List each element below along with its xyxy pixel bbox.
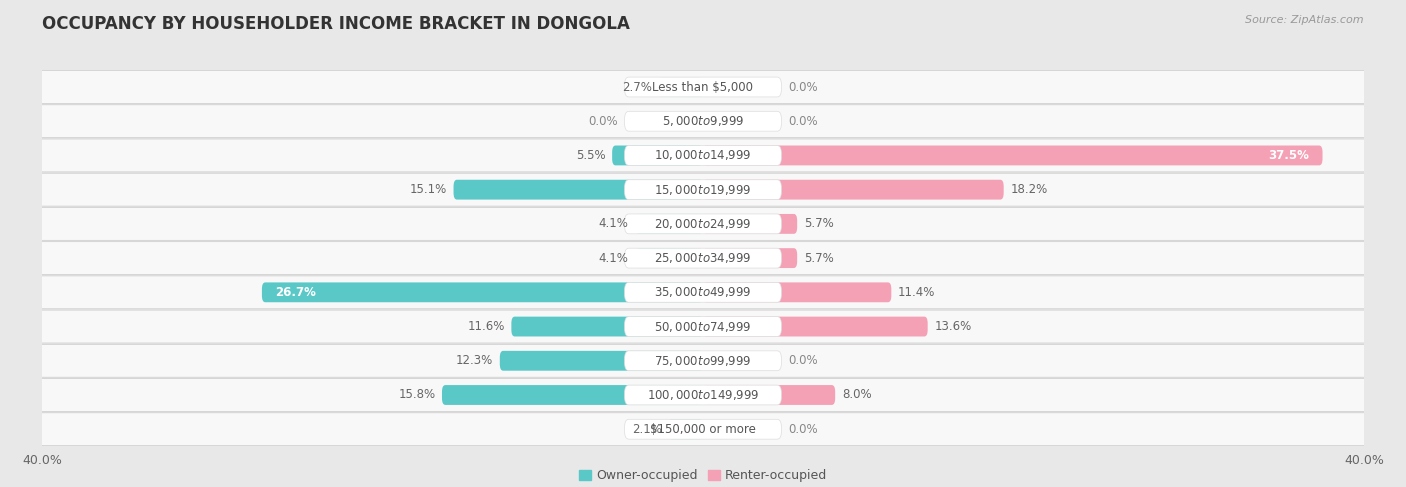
Text: $75,000 to $99,999: $75,000 to $99,999 (654, 354, 752, 368)
Text: 2.1%: 2.1% (631, 423, 662, 436)
Legend: Owner-occupied, Renter-occupied: Owner-occupied, Renter-occupied (574, 465, 832, 487)
FancyBboxPatch shape (34, 139, 1372, 172)
FancyBboxPatch shape (624, 385, 782, 405)
Text: 12.3%: 12.3% (456, 354, 494, 367)
FancyBboxPatch shape (636, 214, 703, 234)
FancyBboxPatch shape (624, 248, 782, 268)
Text: $50,000 to $74,999: $50,000 to $74,999 (654, 319, 752, 334)
FancyBboxPatch shape (34, 207, 1372, 240)
FancyBboxPatch shape (624, 146, 782, 166)
Text: $5,000 to $9,999: $5,000 to $9,999 (662, 114, 744, 128)
FancyBboxPatch shape (703, 180, 1004, 200)
Text: 8.0%: 8.0% (842, 389, 872, 401)
FancyBboxPatch shape (703, 146, 1323, 166)
FancyBboxPatch shape (441, 385, 703, 405)
FancyBboxPatch shape (703, 248, 797, 268)
FancyBboxPatch shape (512, 317, 703, 337)
FancyBboxPatch shape (703, 214, 797, 234)
FancyBboxPatch shape (499, 351, 703, 371)
Text: 4.1%: 4.1% (599, 217, 628, 230)
Text: 0.0%: 0.0% (789, 115, 818, 128)
FancyBboxPatch shape (262, 282, 703, 302)
FancyBboxPatch shape (34, 378, 1372, 412)
FancyBboxPatch shape (624, 317, 782, 337)
Text: 11.6%: 11.6% (467, 320, 505, 333)
Text: 11.4%: 11.4% (898, 286, 935, 299)
FancyBboxPatch shape (34, 105, 1372, 138)
FancyBboxPatch shape (624, 112, 782, 131)
FancyBboxPatch shape (34, 173, 1372, 206)
Text: OCCUPANCY BY HOUSEHOLDER INCOME BRACKET IN DONGOLA: OCCUPANCY BY HOUSEHOLDER INCOME BRACKET … (42, 15, 630, 33)
Text: $20,000 to $24,999: $20,000 to $24,999 (654, 217, 752, 231)
FancyBboxPatch shape (612, 146, 703, 166)
Text: Less than $5,000: Less than $5,000 (652, 80, 754, 94)
FancyBboxPatch shape (624, 214, 782, 234)
Text: 5.7%: 5.7% (804, 217, 834, 230)
FancyBboxPatch shape (34, 413, 1372, 446)
Text: $25,000 to $34,999: $25,000 to $34,999 (654, 251, 752, 265)
Text: 5.7%: 5.7% (804, 252, 834, 264)
FancyBboxPatch shape (34, 310, 1372, 343)
Text: 15.1%: 15.1% (409, 183, 447, 196)
FancyBboxPatch shape (703, 385, 835, 405)
FancyBboxPatch shape (454, 180, 703, 200)
Text: 13.6%: 13.6% (934, 320, 972, 333)
FancyBboxPatch shape (624, 419, 782, 439)
FancyBboxPatch shape (34, 344, 1372, 377)
FancyBboxPatch shape (703, 317, 928, 337)
FancyBboxPatch shape (624, 351, 782, 371)
Text: $150,000 or more: $150,000 or more (650, 423, 756, 436)
FancyBboxPatch shape (624, 180, 782, 200)
Text: Source: ZipAtlas.com: Source: ZipAtlas.com (1246, 15, 1364, 25)
Text: 2.7%: 2.7% (621, 80, 652, 94)
Text: 4.1%: 4.1% (599, 252, 628, 264)
FancyBboxPatch shape (703, 282, 891, 302)
Text: 37.5%: 37.5% (1268, 149, 1309, 162)
FancyBboxPatch shape (636, 248, 703, 268)
Text: $15,000 to $19,999: $15,000 to $19,999 (654, 183, 752, 197)
FancyBboxPatch shape (34, 242, 1372, 275)
FancyBboxPatch shape (34, 71, 1372, 103)
Text: 26.7%: 26.7% (276, 286, 316, 299)
FancyBboxPatch shape (34, 276, 1372, 309)
Text: 18.2%: 18.2% (1011, 183, 1047, 196)
FancyBboxPatch shape (668, 419, 703, 439)
Text: $10,000 to $14,999: $10,000 to $14,999 (654, 149, 752, 163)
Text: $35,000 to $49,999: $35,000 to $49,999 (654, 285, 752, 300)
Text: 15.8%: 15.8% (398, 389, 436, 401)
Text: $100,000 to $149,999: $100,000 to $149,999 (647, 388, 759, 402)
Text: 5.5%: 5.5% (576, 149, 606, 162)
FancyBboxPatch shape (624, 77, 782, 97)
Text: 0.0%: 0.0% (789, 354, 818, 367)
FancyBboxPatch shape (658, 77, 703, 97)
Text: 0.0%: 0.0% (789, 80, 818, 94)
FancyBboxPatch shape (624, 282, 782, 302)
Text: 0.0%: 0.0% (588, 115, 617, 128)
Text: 0.0%: 0.0% (789, 423, 818, 436)
